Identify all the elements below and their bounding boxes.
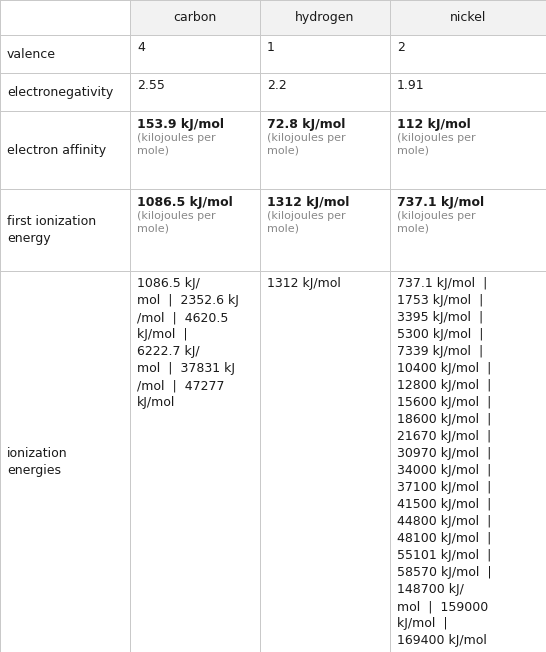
- Text: 72.8 kJ/mol: 72.8 kJ/mol: [267, 118, 346, 131]
- Text: 737.1 kJ/mol  |
1753 kJ/mol  |
3395 kJ/mol  |
5300 kJ/mol  |
7339 kJ/mol  |
1040: 737.1 kJ/mol | 1753 kJ/mol | 3395 kJ/mol…: [397, 277, 491, 647]
- Text: nickel: nickel: [450, 11, 486, 24]
- Text: 1.91: 1.91: [397, 79, 425, 92]
- Text: 4: 4: [137, 41, 145, 54]
- Text: 1: 1: [267, 41, 275, 54]
- Text: electron affinity: electron affinity: [7, 143, 106, 156]
- Text: 1312 kJ/mol: 1312 kJ/mol: [267, 277, 341, 290]
- Text: (kilojoules per
mole): (kilojoules per mole): [267, 211, 346, 234]
- Text: 1086.5 kJ/mol: 1086.5 kJ/mol: [137, 196, 233, 209]
- Text: electronegativity: electronegativity: [7, 85, 113, 98]
- Text: 737.1 kJ/mol: 737.1 kJ/mol: [397, 196, 484, 209]
- Text: 1086.5 kJ/
mol  |  2352.6 kJ
/mol  |  4620.5
kJ/mol  |
6222.7 kJ/
mol  |  37831 : 1086.5 kJ/ mol | 2352.6 kJ /mol | 4620.5…: [137, 277, 239, 409]
- Bar: [260, 0, 390, 35]
- Text: (kilojoules per
mole): (kilojoules per mole): [267, 132, 346, 156]
- Text: first ionization
energy: first ionization energy: [7, 215, 96, 245]
- Text: 2.2: 2.2: [267, 79, 287, 92]
- Text: 2: 2: [397, 41, 405, 54]
- Text: (kilojoules per
mole): (kilojoules per mole): [137, 211, 216, 234]
- Text: (kilojoules per
mole): (kilojoules per mole): [397, 211, 476, 234]
- Text: carbon: carbon: [174, 11, 217, 24]
- Text: ionization
energies: ionization energies: [7, 447, 68, 477]
- Bar: [390, 0, 546, 35]
- Text: (kilojoules per
mole): (kilojoules per mole): [397, 132, 476, 156]
- Bar: [130, 0, 260, 35]
- Text: 1312 kJ/mol: 1312 kJ/mol: [267, 196, 349, 209]
- Text: 112 kJ/mol: 112 kJ/mol: [397, 118, 471, 131]
- Text: (kilojoules per
mole): (kilojoules per mole): [137, 132, 216, 156]
- Text: hydrogen: hydrogen: [295, 11, 355, 24]
- Text: 2.55: 2.55: [137, 79, 165, 92]
- Text: 153.9 kJ/mol: 153.9 kJ/mol: [137, 118, 224, 131]
- Text: valence: valence: [7, 48, 56, 61]
